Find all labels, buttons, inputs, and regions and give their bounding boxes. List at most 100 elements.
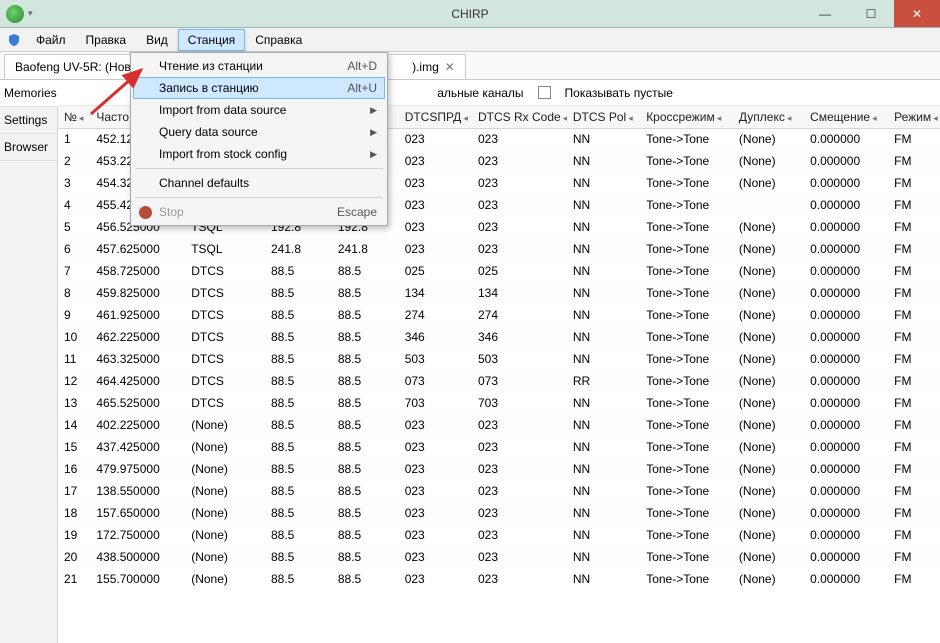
cell-d1[interactable]: 023 (399, 238, 472, 260)
cell-d2[interactable]: 274 (472, 304, 567, 326)
cell-off[interactable]: 0.000000 (804, 480, 888, 502)
cell-tone[interactable]: (None) (185, 414, 265, 436)
cell-t1[interactable]: 88.5 (265, 502, 332, 524)
cell-d2[interactable]: 023 (472, 546, 567, 568)
cell-t2[interactable]: 88.5 (332, 546, 399, 568)
cell-n[interactable]: 11 (58, 348, 90, 370)
cell-freq[interactable]: 479.975000 (90, 458, 185, 480)
cell-cross[interactable]: Tone->Tone (640, 194, 733, 216)
cell-dup[interactable]: (None) (733, 128, 804, 150)
cell-d2[interactable]: 023 (472, 458, 567, 480)
cell-d1[interactable]: 023 (399, 502, 472, 524)
cell-mode[interactable]: FM (888, 216, 940, 238)
menu-help[interactable]: Справка (245, 29, 312, 51)
cell-mode[interactable]: FM (888, 568, 940, 590)
cell-d1[interactable]: 023 (399, 172, 472, 194)
cell-off[interactable]: 0.000000 (804, 502, 888, 524)
cell-mode[interactable]: FM (888, 524, 940, 546)
cell-mode[interactable]: FM (888, 546, 940, 568)
cell-cross[interactable]: Tone->Tone (640, 524, 733, 546)
table-row[interactable]: 17138.550000(None)88.588.5023023NNTone->… (58, 480, 940, 502)
cell-n[interactable]: 2 (58, 150, 90, 172)
cell-pol[interactable]: NN (567, 392, 640, 414)
cell-cross[interactable]: Tone->Tone (640, 392, 733, 414)
cell-d1[interactable]: 073 (399, 370, 472, 392)
cell-n[interactable]: 16 (58, 458, 90, 480)
cell-off[interactable]: 0.000000 (804, 370, 888, 392)
cell-mode[interactable]: FM (888, 194, 940, 216)
table-row[interactable]: 13465.525000DTCS88.588.5703703NNTone->To… (58, 392, 940, 414)
cell-mode[interactable]: FM (888, 480, 940, 502)
cell-n[interactable]: 21 (58, 568, 90, 590)
cell-d2[interactable]: 703 (472, 392, 567, 414)
cell-d1[interactable]: 703 (399, 392, 472, 414)
cell-d1[interactable]: 023 (399, 568, 472, 590)
cell-n[interactable]: 18 (58, 502, 90, 524)
cell-d2[interactable]: 025 (472, 260, 567, 282)
cell-pol[interactable]: NN (567, 128, 640, 150)
cell-d2[interactable]: 023 (472, 568, 567, 590)
cell-dup[interactable]: (None) (733, 348, 804, 370)
cell-d1[interactable]: 274 (399, 304, 472, 326)
cell-freq[interactable]: 438.500000 (90, 546, 185, 568)
cell-off[interactable]: 0.000000 (804, 260, 888, 282)
menu-query-data-source[interactable]: Query data source ▶ (133, 121, 385, 143)
cell-dup[interactable]: (None) (733, 524, 804, 546)
minimize-button[interactable]: — (802, 0, 848, 27)
cell-t2[interactable]: 88.5 (332, 524, 399, 546)
cell-d2[interactable]: 023 (472, 172, 567, 194)
cell-t1[interactable]: 88.5 (265, 304, 332, 326)
cell-d1[interactable]: 023 (399, 194, 472, 216)
cell-off[interactable]: 0.000000 (804, 282, 888, 304)
cell-d1[interactable]: 346 (399, 326, 472, 348)
cell-pol[interactable]: NN (567, 414, 640, 436)
menu-read-from-station[interactable]: Чтение из станции Alt+D (133, 55, 385, 77)
cell-tone[interactable]: DTCS (185, 392, 265, 414)
cell-cross[interactable]: Tone->Tone (640, 480, 733, 502)
tab-close-icon[interactable]: ✕ (445, 60, 455, 74)
cell-t1[interactable]: 88.5 (265, 326, 332, 348)
cell-dup[interactable]: (None) (733, 172, 804, 194)
cell-d2[interactable]: 503 (472, 348, 567, 370)
cell-t2[interactable]: 241.8 (332, 238, 399, 260)
side-tab-settings[interactable]: Settings (0, 107, 57, 134)
show-empty-checkbox[interactable] (538, 86, 551, 99)
cell-d1[interactable]: 023 (399, 150, 472, 172)
cell-d2[interactable]: 023 (472, 150, 567, 172)
cell-t2[interactable]: 88.5 (332, 326, 399, 348)
cell-cross[interactable]: Tone->Tone (640, 546, 733, 568)
cell-cross[interactable]: Tone->Tone (640, 260, 733, 282)
cell-mode[interactable]: FM (888, 502, 940, 524)
cell-dup[interactable]: (None) (733, 414, 804, 436)
cell-t2[interactable]: 88.5 (332, 502, 399, 524)
cell-mode[interactable]: FM (888, 238, 940, 260)
cell-t2[interactable]: 88.5 (332, 370, 399, 392)
col-d1[interactable]: DTCSПРД◂ (399, 106, 472, 128)
cell-cross[interactable]: Tone->Tone (640, 150, 733, 172)
cell-t1[interactable]: 88.5 (265, 348, 332, 370)
cell-d2[interactable]: 346 (472, 326, 567, 348)
cell-tone[interactable]: (None) (185, 458, 265, 480)
menu-station[interactable]: Станция (178, 29, 245, 51)
cell-d1[interactable]: 134 (399, 282, 472, 304)
cell-dup[interactable]: (None) (733, 216, 804, 238)
cell-mode[interactable]: FM (888, 392, 940, 414)
cell-d2[interactable]: 023 (472, 436, 567, 458)
cell-t2[interactable]: 88.5 (332, 392, 399, 414)
cell-t2[interactable]: 88.5 (332, 414, 399, 436)
cell-t1[interactable]: 88.5 (265, 282, 332, 304)
cell-freq[interactable]: 402.225000 (90, 414, 185, 436)
col-num[interactable]: №◂ (58, 106, 90, 128)
cell-t2[interactable]: 88.5 (332, 304, 399, 326)
cell-n[interactable]: 15 (58, 436, 90, 458)
cell-off[interactable]: 0.000000 (804, 348, 888, 370)
cell-n[interactable]: 7 (58, 260, 90, 282)
cell-n[interactable]: 4 (58, 194, 90, 216)
cell-d1[interactable]: 023 (399, 458, 472, 480)
cell-mode[interactable]: FM (888, 458, 940, 480)
cell-mode[interactable]: FM (888, 150, 940, 172)
cell-n[interactable]: 9 (58, 304, 90, 326)
cell-pol[interactable]: NN (567, 326, 640, 348)
cell-off[interactable]: 0.000000 (804, 414, 888, 436)
cell-d2[interactable]: 023 (472, 502, 567, 524)
